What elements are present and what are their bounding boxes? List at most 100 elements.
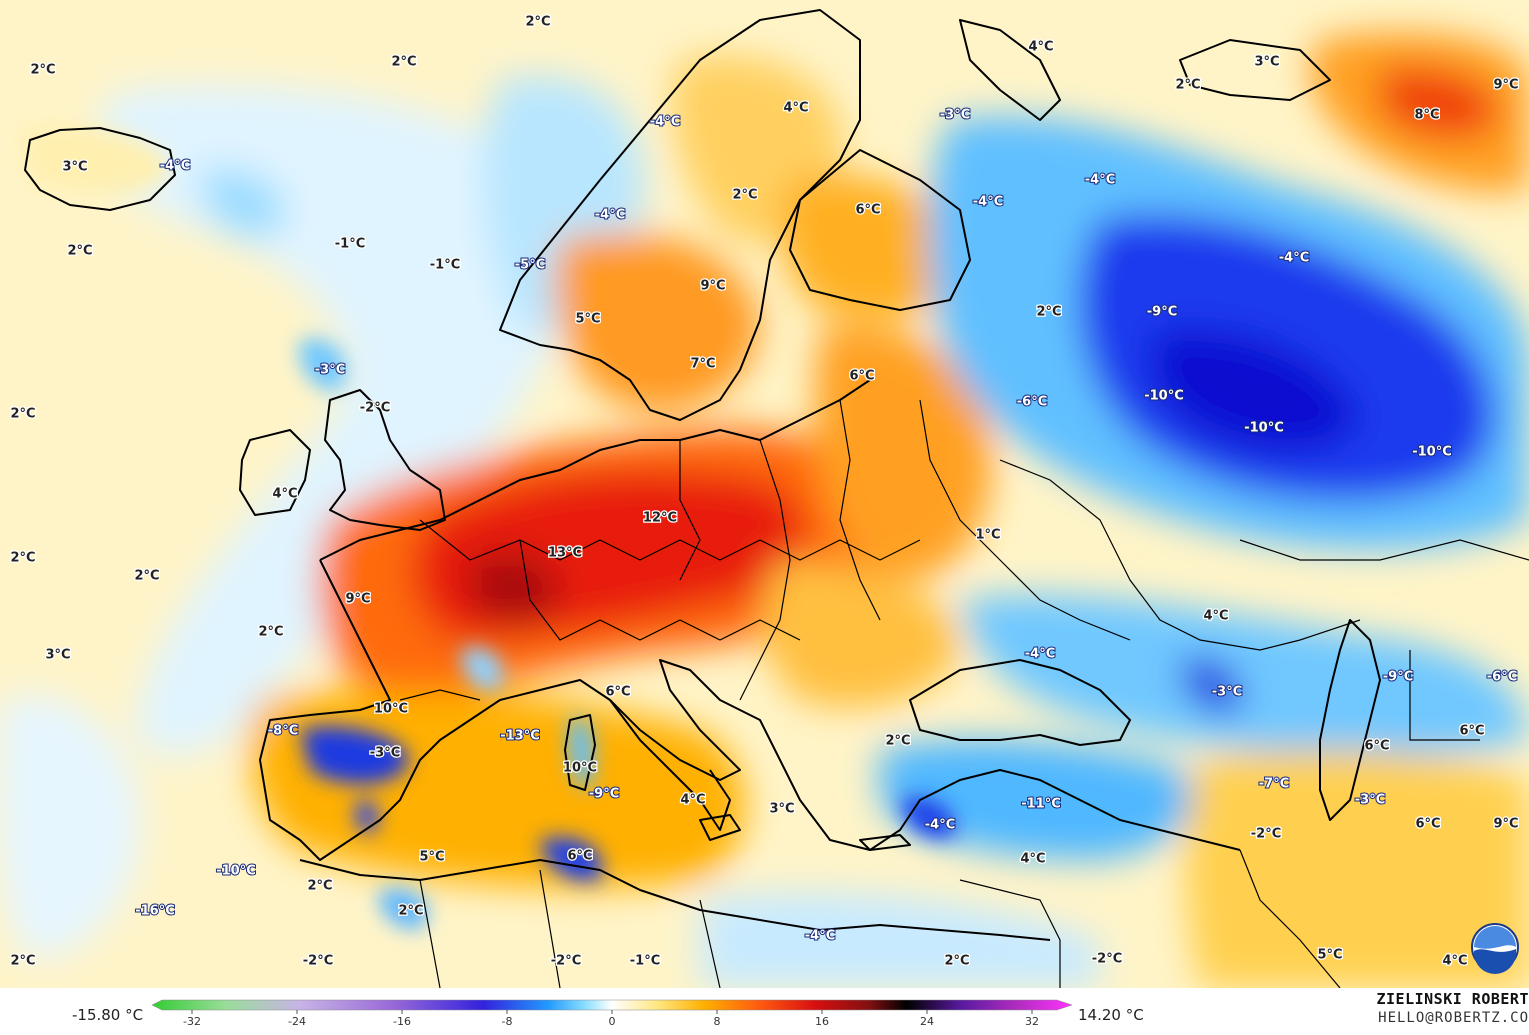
temperature-label: -3°C xyxy=(1355,793,1385,808)
temperature-label: 2°C xyxy=(258,625,283,640)
temperature-label: 10°C xyxy=(374,702,408,717)
temperature-label: -4°C xyxy=(1279,251,1309,266)
legend-max-value: 14.20 °C xyxy=(1078,1006,1144,1024)
temperature-label: -2°C xyxy=(1251,827,1281,842)
colorbar-tick-label: -24 xyxy=(288,1015,306,1028)
temperature-label: 4°C xyxy=(680,793,705,808)
temperature-label: 4°C xyxy=(1203,609,1228,624)
temperature-label: 4°C xyxy=(272,487,297,502)
temperature-label: -2°C xyxy=(303,954,333,969)
temperature-label: -2°C xyxy=(551,954,581,969)
temperature-label: -10°C xyxy=(1244,421,1284,436)
temperature-label: -10°C xyxy=(216,864,256,879)
temperature-label: -9°C xyxy=(1147,305,1177,320)
temperature-label: 9°C xyxy=(1493,78,1518,93)
colorbar-tick-label: 8 xyxy=(714,1015,721,1028)
temperature-label: 2°C xyxy=(525,15,550,30)
temperature-label: -1°C xyxy=(630,954,660,969)
temperature-label: -1°C xyxy=(335,237,365,252)
temperature-label: 10°C xyxy=(563,761,597,776)
temperature-label: -3°C xyxy=(1212,685,1242,700)
temperature-label: -5°C xyxy=(515,258,545,273)
colorbar-tick-label: -32 xyxy=(183,1015,201,1028)
temperature-label: -13°C xyxy=(500,729,540,744)
color-scale-legend: -15.80 °C - xyxy=(0,988,1529,1035)
temperature-label: 8°C xyxy=(1414,108,1439,123)
temperature-label: 2°C xyxy=(391,55,416,70)
colorbar-tick-label: -8 xyxy=(502,1015,513,1028)
colorbar-tick-label: 24 xyxy=(920,1015,934,1028)
noaa-logo-icon xyxy=(1471,923,1519,974)
temperature-label: 2°C xyxy=(307,879,332,894)
map-canvas: 2°C 2°C 2°C 3°C -4°C 2°C -1°C -1°C -4°C 4°C 2°C -4°… xyxy=(0,0,1529,988)
temperature-label: -10°C xyxy=(1144,389,1184,404)
temperature-label: 5°C xyxy=(1317,948,1342,963)
temperature-label: -16°C xyxy=(135,904,175,919)
temperature-label: 2°C xyxy=(1036,305,1061,320)
temperature-label: -4°C xyxy=(973,195,1003,210)
temperature-label: -3°C xyxy=(940,108,970,123)
temperature-label: 4°C xyxy=(1442,954,1467,969)
author-email: HELLO@ROBERTZ.CO xyxy=(1378,1010,1529,1026)
temperature-label: -4°C xyxy=(805,929,835,944)
temperature-label: 13°C xyxy=(548,546,582,561)
temperature-label: 2°C xyxy=(10,551,35,566)
temperature-label: -4°C xyxy=(1025,647,1055,662)
temperature-label: 1°C xyxy=(975,528,1000,543)
temperature-label: 2°C xyxy=(944,954,969,969)
temperature-label: 2°C xyxy=(732,188,757,203)
temperature-label: -11°C xyxy=(1021,797,1061,812)
legend-min-value: -15.80 °C xyxy=(72,1006,144,1024)
temperature-label: 6°C xyxy=(567,849,592,864)
coastlines xyxy=(24,9,1381,941)
temperature-label: -4°C xyxy=(925,818,955,833)
credit-block: ZIELINSKI ROBERT HELLO@ROBERTZ.CO xyxy=(1377,990,1529,1026)
temperature-label: -9°C xyxy=(589,787,619,802)
temperature-label: 2°C xyxy=(134,569,159,584)
temperature-label: -4°C xyxy=(160,159,190,174)
temperature-label: 6°C xyxy=(1459,724,1484,739)
temperature-label: 2°C xyxy=(1175,78,1200,93)
temperature-label: -4°C xyxy=(595,208,625,223)
temperature-label: 6°C xyxy=(1364,739,1389,754)
temperature-label: -2°C xyxy=(1092,952,1122,967)
temperature-label: -8°C xyxy=(268,724,298,739)
temperature-labels: 2°C 2°C 2°C 3°C -4°C 2°C -1°C -1°C -4°C 4°C 2°C -4°… xyxy=(9,13,1520,970)
temperature-label: 9°C xyxy=(700,279,725,294)
temperature-label: 2°C xyxy=(10,954,35,969)
temperature-label: 2°C xyxy=(885,734,910,749)
temperature-label: 2°C xyxy=(30,63,55,78)
temperature-label: 7°C xyxy=(690,357,715,372)
temperature-label: 9°C xyxy=(345,592,370,607)
temperature-label: 3°C xyxy=(769,802,794,817)
temperature-label: 2°C xyxy=(67,244,92,259)
temperature-label: -6°C xyxy=(1017,395,1047,410)
temperature-label: -3°C xyxy=(315,363,345,378)
temperature-label: 6°C xyxy=(855,203,880,218)
temperature-anomaly-map[interactable]: 2°C 2°C 2°C 3°C -4°C 2°C -1°C -1°C -4°C 4°C 2°C -4°… xyxy=(0,0,1529,988)
temperature-label: -3°C xyxy=(370,746,400,761)
anomaly-field xyxy=(0,32,1529,988)
temperature-label: 2°C xyxy=(398,904,423,919)
author-name: ZIELINSKI ROBERT xyxy=(1376,990,1529,1008)
temperature-label: 9°C xyxy=(1493,817,1518,832)
temperature-label: 5°C xyxy=(419,850,444,865)
temperature-label: 3°C xyxy=(62,160,87,175)
temperature-label: 12°C xyxy=(643,511,677,526)
colorbar-tick-label: 16 xyxy=(815,1015,829,1028)
temperature-label: -4°C xyxy=(1085,173,1115,188)
temperature-label: -1°C xyxy=(430,258,460,273)
temperature-label: -9°C xyxy=(1383,670,1413,685)
temperature-label: 3°C xyxy=(45,648,70,663)
temperature-label: 5°C xyxy=(575,312,600,327)
colorbar-tick-label: 32 xyxy=(1025,1015,1039,1028)
temperature-label: 4°C xyxy=(1020,852,1045,867)
temperature-label: 2°C xyxy=(10,407,35,422)
temperature-label: 3°C xyxy=(1254,55,1279,70)
temperature-label: 6°C xyxy=(849,369,874,384)
colorbar: -32 -24 -16 -8 0 8 16 24 32 xyxy=(152,999,1072,1028)
temperature-label: -10°C xyxy=(1412,445,1452,460)
country-borders xyxy=(399,399,1529,988)
colorbar-tick-label: -16 xyxy=(393,1015,411,1028)
temperature-label: -7°C xyxy=(1259,777,1289,792)
